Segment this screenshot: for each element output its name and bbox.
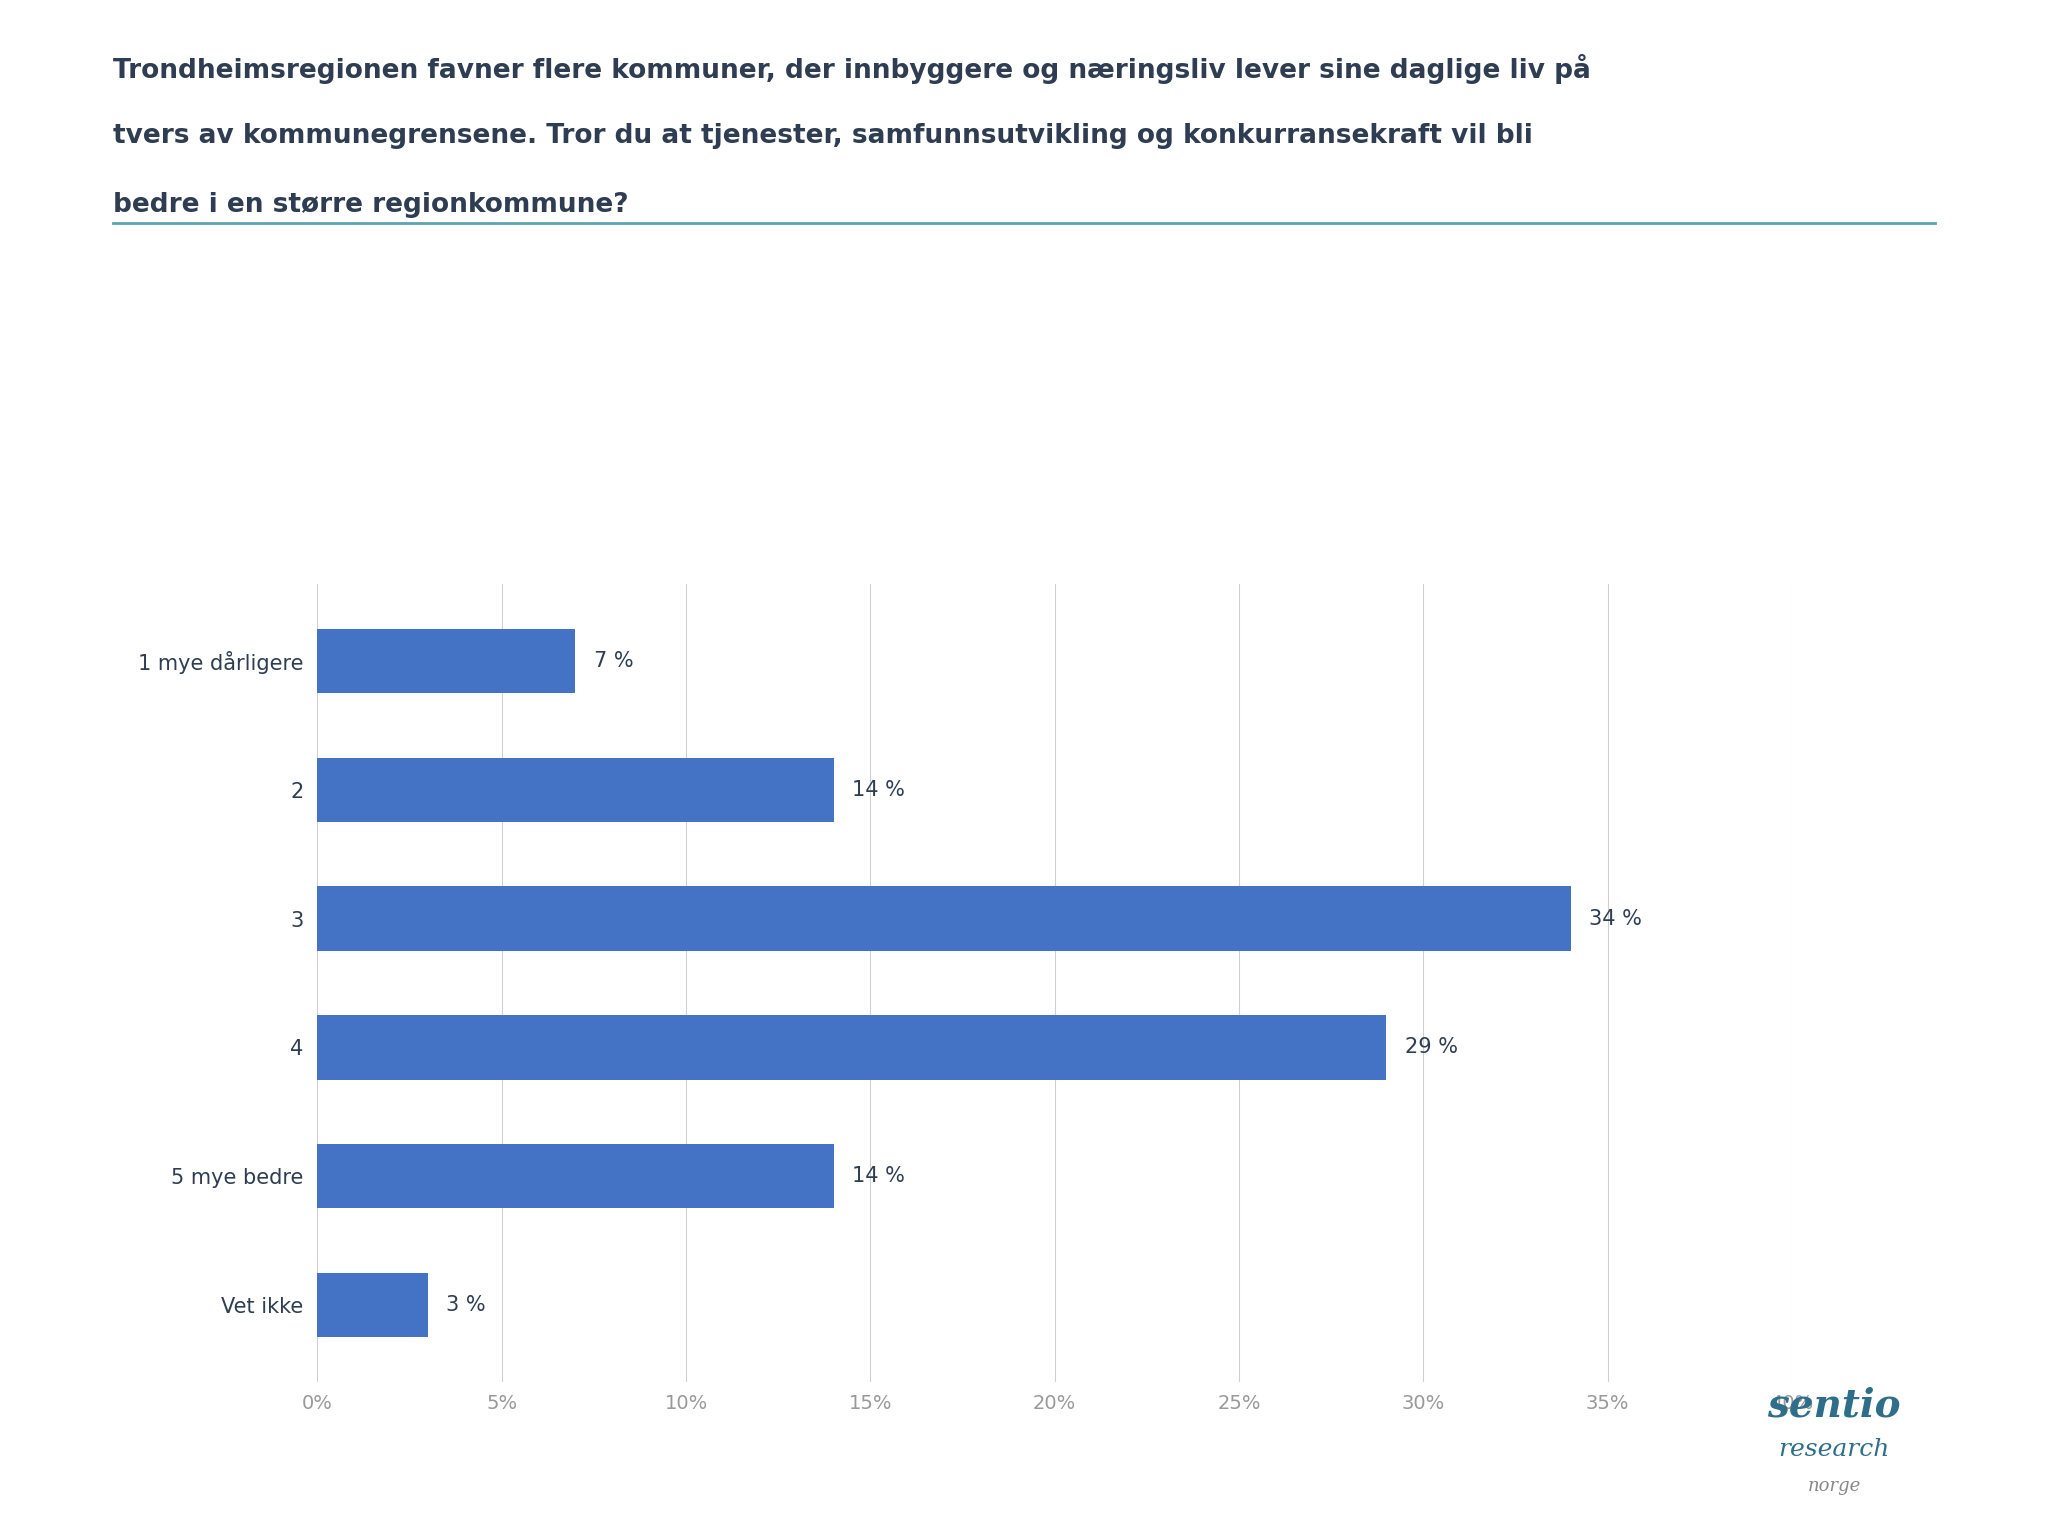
- Text: sentio: sentio: [1767, 1387, 1901, 1425]
- Text: research: research: [1778, 1439, 1890, 1461]
- Text: 3 %: 3 %: [446, 1295, 485, 1315]
- Text: 29 %: 29 %: [1405, 1037, 1458, 1057]
- Bar: [317, 1015, 1386, 1080]
- Text: tvers av kommunegrensene. Tror du at tjenester, samfunnsutvikling og konkurranse: tvers av kommunegrensene. Tror du at tje…: [113, 123, 1532, 149]
- Text: bedre i en større regionkommune?: bedre i en større regionkommune?: [113, 192, 629, 218]
- Bar: [317, 1273, 428, 1338]
- Text: 34 %: 34 %: [1589, 909, 1642, 929]
- Bar: [317, 1144, 834, 1209]
- Bar: [317, 886, 1571, 951]
- Text: Trondheimsregionen favner flere kommuner, der innbyggere og næringsliv lever sin: Trondheimsregionen favner flere kommuner…: [113, 54, 1591, 84]
- Text: 14 %: 14 %: [852, 1166, 905, 1186]
- Text: 14 %: 14 %: [852, 780, 905, 800]
- Bar: [317, 628, 575, 693]
- Text: 7 %: 7 %: [594, 651, 633, 671]
- Bar: [317, 757, 834, 822]
- Text: norge: norge: [1808, 1478, 1862, 1495]
